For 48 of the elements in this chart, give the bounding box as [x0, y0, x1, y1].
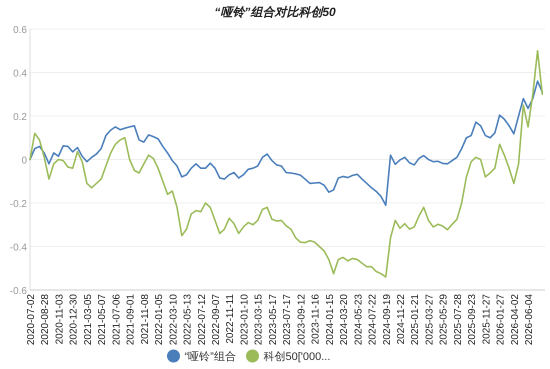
- x-tick-label: 2021-11-08: [140, 294, 151, 344]
- legend-label: 科创50['000...: [264, 351, 330, 363]
- x-tick-label: 2021-05-07: [97, 294, 108, 346]
- legend-label: “哑铃”组合: [184, 350, 236, 363]
- x-tick-label: 2021-03-05: [82, 294, 94, 346]
- x-tick-label: 2022-11-11: [225, 294, 236, 344]
- y-tick-label: 0.4: [13, 68, 28, 80]
- x-tick-label: 2025-09-23: [467, 294, 478, 346]
- x-tick-label: 2026-01-27: [496, 294, 507, 346]
- x-tick-label: 2026-06-04: [524, 294, 536, 346]
- y-tick-label: -0.2: [10, 199, 28, 210]
- x-tick-label: 2024-01-15: [324, 294, 336, 346]
- x-tick-label: 2021-09-01: [126, 294, 137, 346]
- x-tick-label: 2020-07-02: [26, 294, 37, 346]
- x-tick-label: 2024-11-22: [396, 294, 407, 344]
- line-series: [29, 80, 544, 206]
- x-tick-label: 2023-03-15: [254, 294, 265, 346]
- x-tick-label: 2023-05-17: [268, 294, 279, 346]
- y-tick-label: 0: [21, 156, 28, 166]
- x-tick-label: 2024-05-23: [353, 294, 364, 346]
- x-tick-label: 2024-09-19: [382, 294, 393, 346]
- x-tick-label: 2026-04-02: [510, 294, 521, 346]
- x-tick-label: 2023-09-12: [296, 294, 308, 346]
- x-tick-label: 2025-01-21: [410, 294, 422, 346]
- x-tick-label: 2025-03-27: [424, 294, 436, 346]
- y-tick-label: 0.6: [13, 25, 28, 36]
- x-tick-label: 2023-07-17: [282, 294, 294, 346]
- x-tick-label: 2024-03-20: [339, 294, 350, 346]
- x-tick-label: 2022-03-10: [168, 294, 180, 346]
- x-tick-label: 2022-09-07: [210, 294, 222, 346]
- x-tick-label: 2024-07-22: [368, 294, 379, 346]
- x-tick-label: 2020-12-30: [68, 294, 80, 346]
- y-tick-label: -0.6: [10, 286, 28, 297]
- x-tick-label: 2025-11-27: [481, 294, 492, 344]
- x-tick-label: 2020-11-03: [54, 294, 66, 344]
- x-tick-label: 2022-07-12: [196, 294, 208, 346]
- y-tick-label: -0.4: [10, 242, 28, 254]
- x-tick-label: 2023-11-16: [310, 294, 322, 344]
- x-tick-label: 2022-05-13: [182, 294, 194, 346]
- line-series: [29, 50, 544, 278]
- y-tick-label: 0.2: [13, 112, 28, 123]
- x-tick-label: 2025-05-29: [438, 294, 450, 346]
- x-tick-label: 2023-01-10: [239, 294, 250, 346]
- x-tick-label: 2025-07-28: [452, 294, 464, 346]
- x-tick-label: 2022-01-05: [154, 294, 166, 346]
- x-tick-label: 2020-08-28: [40, 294, 52, 346]
- chart-title: “哑铃”组合对比科创50: [214, 5, 336, 19]
- x-tick-label: 2021-07-06: [111, 294, 122, 346]
